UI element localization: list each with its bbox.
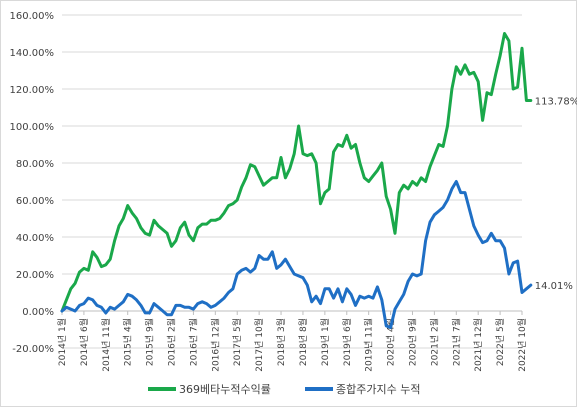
x-tick-label: 2018년 3월 [275, 318, 287, 366]
legend: 369베타누적수익률 종합주가지수 누적 [148, 383, 420, 396]
x-tick-label: 2020년 9월 [406, 318, 418, 366]
grid [62, 14, 522, 349]
x-tick-label: 2017년 5월 [231, 318, 243, 366]
x-tick-label: 2022년 5월 [494, 318, 506, 366]
x-tick-label: 2014년 1월 [56, 318, 68, 366]
x-tick-label: 2020년 4월 [385, 318, 397, 366]
y-tick-label: 160.00% [10, 11, 55, 22]
x-tick-label: 2016년 12월 [209, 318, 221, 372]
series-line-2 [60, 180, 533, 330]
y-tick-label: -20.00% [12, 344, 54, 355]
x-tick-label: 2017년 10월 [253, 318, 265, 372]
x-tick-label: 2022년 10월 [516, 318, 528, 372]
series-lines [60, 32, 533, 330]
legend-label-1: 369베타누적수익률 [179, 383, 271, 396]
x-tick-label: 2015년 4월 [122, 318, 134, 366]
x-tick-label: 2014년 6월 [78, 318, 90, 366]
x-tick-label: 2019년 11월 [363, 318, 375, 372]
x-tick-label: 2019년 6월 [341, 318, 353, 366]
x-tick-label: 2021년 2월 [428, 318, 440, 366]
x-tick-label: 2021년 7월 [450, 318, 462, 366]
end-label-1: 113.78% [535, 97, 577, 108]
y-tick-label: 120.00% [10, 85, 55, 96]
legend-label-2: 종합주가지수 누적 [336, 383, 420, 396]
series-line-1 [60, 32, 533, 313]
x-tick-label: 2016년 2월 [166, 318, 178, 366]
y-tick-label: 40.00% [16, 233, 54, 244]
y-tick-label: 0.00% [22, 307, 54, 318]
end-labels: 113.78% 14.01% [535, 97, 577, 293]
x-tick-label: 2021년 12월 [472, 318, 484, 372]
x-tick-label: 2018년 8월 [297, 318, 309, 366]
y-tick-label: 20.00% [16, 270, 54, 281]
x-tick-label: 2014년 11월 [100, 318, 112, 372]
y-tick-label: 80.00% [16, 159, 54, 170]
x-tick-label: 2016년 7월 [187, 318, 199, 366]
y-tick-label: 140.00% [10, 48, 55, 59]
y-tick-label: 60.00% [16, 196, 54, 207]
x-tick-label: 2019년 1월 [319, 318, 331, 366]
x-axis: 2014년 1월 2014년 6월 2014년 11월 2015년 4월 2015년 9… [56, 310, 528, 372]
end-label-2: 14.01% [535, 281, 573, 292]
y-tick-label: 100.00% [10, 122, 55, 133]
y-axis: -20.00% 0.00% 20.00% 40.00% 60.00% 80.00% 100.… [10, 11, 55, 355]
x-tick-label: 2015년 9월 [144, 318, 156, 366]
